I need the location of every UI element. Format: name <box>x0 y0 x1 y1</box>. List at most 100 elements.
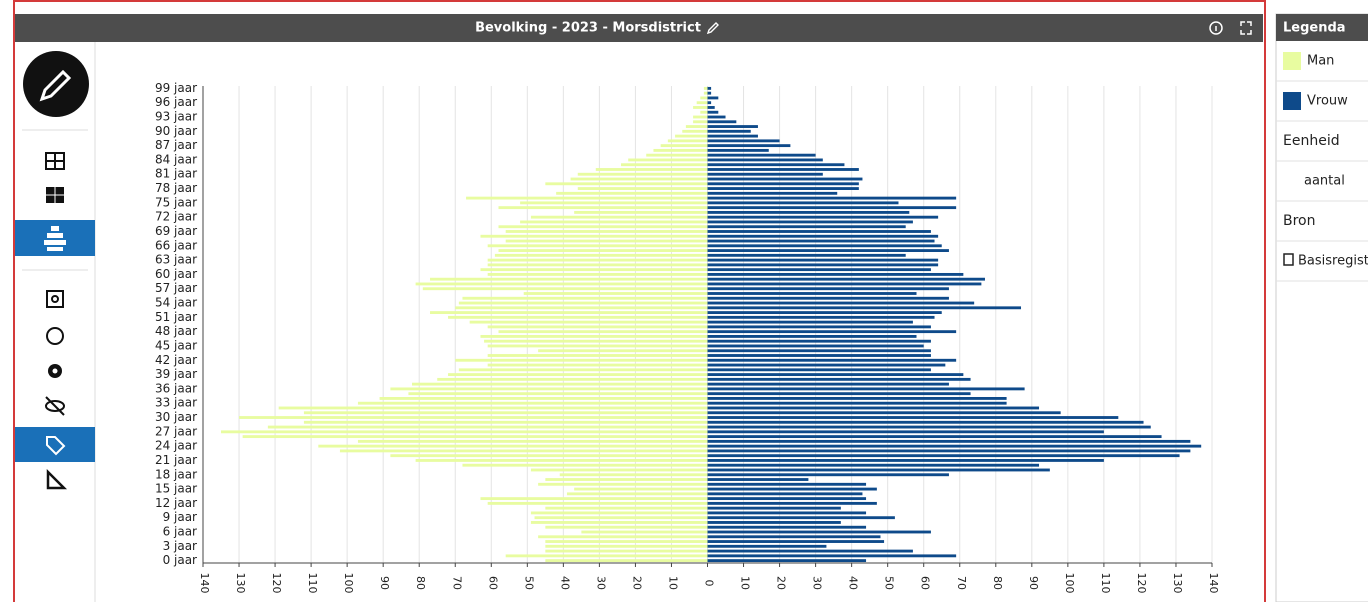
bar <box>682 129 708 133</box>
bar <box>707 444 1202 448</box>
bar <box>523 292 708 295</box>
y-tick-label: 27 jaar <box>155 424 197 438</box>
bar <box>487 501 708 505</box>
table-alt-icon[interactable] <box>46 187 64 203</box>
fullscreen-icon[interactable] <box>1240 21 1252 35</box>
bar <box>480 334 708 338</box>
bar <box>545 549 708 553</box>
bar <box>696 101 708 105</box>
bar <box>707 287 949 291</box>
x-tick-label: 140 <box>198 573 211 594</box>
x-tick-label: 120 <box>1135 573 1148 594</box>
edit-button[interactable] <box>23 51 89 117</box>
y-tick-label: 36 jaar <box>155 381 197 395</box>
bar <box>487 272 708 276</box>
bar <box>707 292 917 295</box>
bar <box>707 449 1191 453</box>
axis-icon[interactable] <box>46 468 68 490</box>
bar <box>415 282 708 286</box>
bar <box>700 110 708 114</box>
source[interactable]: Basisregistraties <box>1298 254 1368 269</box>
bar <box>707 521 841 524</box>
bar <box>707 516 895 520</box>
bar <box>646 153 708 157</box>
y-tick-label: 39 jaar <box>155 367 197 381</box>
settings-icon[interactable] <box>48 364 62 378</box>
x-tick-label: 120 <box>270 573 283 594</box>
bar <box>530 511 708 515</box>
bar <box>303 420 708 424</box>
view-icon[interactable] <box>46 290 64 308</box>
bar <box>239 416 708 419</box>
bar <box>357 401 708 405</box>
bar <box>707 430 1104 434</box>
y-tick-label: 78 jaar <box>155 181 197 195</box>
bar <box>487 258 708 262</box>
labels-tab-active[interactable] <box>15 427 95 462</box>
bar <box>707 439 1191 443</box>
x-tick-label: 20 <box>630 576 643 590</box>
bar <box>469 320 708 324</box>
x-tick-label: 90 <box>378 576 391 590</box>
bar <box>707 296 949 300</box>
bar <box>707 129 751 133</box>
y-tick-label: 90 jaar <box>155 124 197 138</box>
source-icon <box>1283 253 1294 266</box>
bar <box>520 201 708 205</box>
bar <box>707 258 939 262</box>
bar <box>448 315 708 319</box>
bar <box>430 277 708 281</box>
bar <box>707 463 1040 467</box>
x-tick-label: 100 <box>342 573 355 594</box>
bar <box>487 263 708 267</box>
bar <box>498 225 708 229</box>
bar <box>487 354 708 357</box>
legend-swatch <box>1283 52 1301 70</box>
bar <box>545 559 708 563</box>
bar <box>685 125 708 128</box>
bar <box>707 492 863 496</box>
hide-icon[interactable] <box>45 396 65 416</box>
edit-title-icon[interactable] <box>706 22 719 35</box>
bar <box>707 272 964 276</box>
bar <box>707 411 1061 415</box>
bar <box>505 554 708 558</box>
bar <box>462 296 708 300</box>
bar <box>707 115 726 119</box>
x-tick-label: 70 <box>450 576 463 590</box>
y-tick-label: 84 jaar <box>155 152 197 166</box>
bar <box>707 559 867 563</box>
bar <box>577 172 708 176</box>
bar <box>707 306 1022 310</box>
y-tick-label: 42 jaar <box>155 353 197 367</box>
x-tick-label: 30 <box>594 576 607 590</box>
bar <box>339 449 708 453</box>
bar <box>379 397 708 400</box>
bar <box>707 230 931 233</box>
bar <box>538 482 708 486</box>
table-icon[interactable] <box>45 152 65 170</box>
bar <box>707 234 939 238</box>
y-tick-label: 21 jaar <box>155 453 197 467</box>
palette-icon[interactable] <box>46 327 64 345</box>
unit: aantal <box>1304 174 1345 189</box>
x-tick-label: 130 <box>1171 573 1184 594</box>
chart-title: Bevolking - 2023 - Morsdistrict <box>475 21 701 36</box>
x-tick-label: 30 <box>811 576 824 590</box>
bar <box>707 220 913 224</box>
bar <box>545 182 708 186</box>
y-tick-label: 48 jaar <box>155 324 197 338</box>
info-icon[interactable] <box>1209 21 1223 35</box>
bar <box>538 349 708 353</box>
bar <box>412 382 708 386</box>
bar <box>707 225 906 229</box>
bar <box>430 311 708 315</box>
bar <box>707 158 823 162</box>
bar <box>498 206 708 210</box>
bar <box>707 358 957 362</box>
bar <box>498 330 708 334</box>
bar <box>534 516 708 520</box>
bar <box>487 325 708 329</box>
bar <box>707 506 841 510</box>
